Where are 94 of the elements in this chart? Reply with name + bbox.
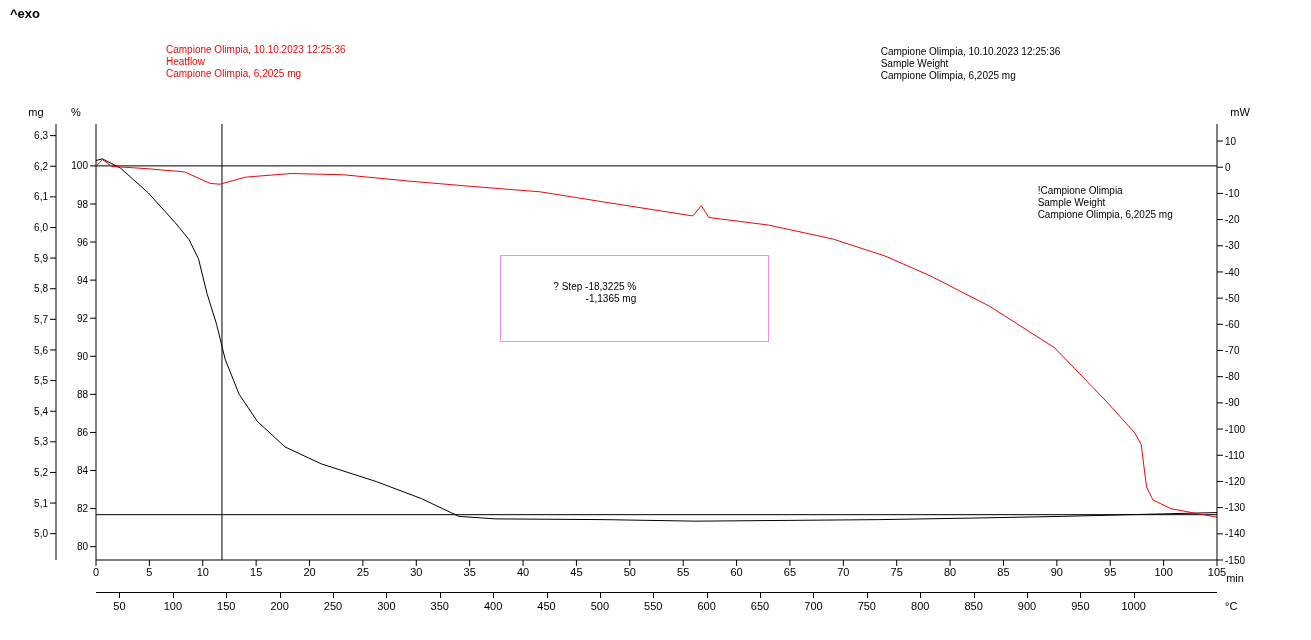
y3-tick-label: 5,3 bbox=[34, 436, 49, 448]
x2-tick-label: 300 bbox=[377, 600, 396, 612]
x-tick-label: 0 bbox=[92, 565, 100, 578]
y3-tick-label: 5,0 bbox=[34, 528, 49, 540]
x-tick-label: 70 bbox=[837, 565, 850, 578]
x-tick-label: 40 bbox=[516, 565, 530, 578]
x2-tick-label: 800 bbox=[911, 600, 930, 612]
x2-tick-label: 50 bbox=[113, 600, 126, 612]
x-tick-label: 75 bbox=[890, 565, 903, 578]
x2-tick-label: 350 bbox=[430, 600, 449, 612]
y3-tick-label: 5,7 bbox=[34, 313, 49, 325]
y3-tick-label: 5,9 bbox=[34, 252, 49, 264]
x2-tick-label: 750 bbox=[857, 600, 876, 612]
y2-tick-label: -150 bbox=[1225, 554, 1246, 566]
x2-tick-label: 500 bbox=[590, 600, 610, 612]
x2-tick-label: 150 bbox=[217, 600, 236, 612]
x2-tick-label: 600 bbox=[697, 600, 716, 612]
annotation: ? Step -18,3225 % -1,1365 mg bbox=[553, 280, 637, 305]
y3-tick-label: 5,5 bbox=[34, 375, 49, 387]
x2-tick-label: 400 bbox=[483, 600, 503, 612]
y2-tick-label: -100 bbox=[1225, 423, 1246, 435]
y-tick-label: 96 bbox=[76, 236, 89, 248]
y2-axis-title: mW bbox=[1230, 106, 1251, 118]
x2-tick-label: 1000 bbox=[1121, 600, 1146, 612]
x2-tick-label: 850 bbox=[964, 600, 983, 612]
y2-tick-label: -60 bbox=[1225, 318, 1240, 330]
y-tick-label: 98 bbox=[76, 198, 89, 210]
x-tick-label: 50 bbox=[623, 565, 636, 578]
x2-tick-label: 550 bbox=[644, 600, 663, 612]
y-tick-label: 92 bbox=[76, 312, 89, 324]
y-tick-label: 86 bbox=[76, 426, 89, 438]
x-tick-label: 45 bbox=[570, 565, 583, 578]
y3-tick-label: 6,3 bbox=[34, 130, 49, 142]
y3-axis-title: mg bbox=[28, 106, 44, 118]
y3-tick-label: 5,8 bbox=[34, 283, 49, 295]
x-tick-label: 95 bbox=[1104, 565, 1117, 578]
x-tick-label: 85 bbox=[997, 565, 1010, 578]
x-tick-label: 80 bbox=[943, 565, 957, 578]
y2-tick-label: -50 bbox=[1225, 292, 1240, 304]
y3-tick-label: 5,4 bbox=[34, 405, 49, 417]
y3-tick-label: 6,0 bbox=[34, 222, 49, 234]
y2-tick-label: -140 bbox=[1225, 528, 1246, 540]
y-tick-label: 84 bbox=[76, 465, 89, 477]
x-tick-label: 105 bbox=[1207, 565, 1227, 578]
y3-tick-label: 6,2 bbox=[34, 160, 49, 172]
y2-tick-label: -130 bbox=[1225, 502, 1246, 514]
text: Campione Olimpia, 10.10.2023 12:25:36 Heatflow Campione Olimpia, 6,2025 mg bbox=[166, 44, 346, 80]
y2-tick-label: -120 bbox=[1225, 475, 1246, 487]
x-tick-label: 60 bbox=[730, 565, 743, 578]
y2-tick-label: -70 bbox=[1225, 345, 1240, 357]
x2-tick-label: 250 bbox=[323, 600, 343, 612]
y3-tick-label: 6,1 bbox=[34, 191, 49, 203]
y2-tick-label: -90 bbox=[1225, 397, 1240, 409]
text: Campione Olimpia, 10.10.2023 12:25:36 Sample Weight Campione Olimpia, 6,2025 mg bbox=[880, 46, 1061, 82]
x2-tick-label: 650 bbox=[750, 600, 770, 612]
y-tick-label: 82 bbox=[76, 503, 89, 515]
x-tick-label: 55 bbox=[677, 565, 690, 578]
y2-tick-label: -80 bbox=[1225, 371, 1240, 383]
text: ^exo bbox=[10, 6, 40, 21]
y2-tick-label: 0 bbox=[1225, 161, 1231, 173]
y2-tick-label: -10 bbox=[1225, 187, 1240, 199]
y-tick-label: 88 bbox=[76, 388, 89, 400]
y-axis-title: % bbox=[71, 106, 82, 118]
y3-tick-label: 5,1 bbox=[34, 497, 49, 509]
x-tick-label: 90 bbox=[1050, 565, 1063, 578]
y-tick-label: 94 bbox=[76, 274, 89, 286]
x-tick-label: 65 bbox=[783, 565, 797, 578]
x-tick-label: 10 bbox=[196, 565, 209, 578]
x2-tick-label: 200 bbox=[270, 600, 289, 612]
x-tick-label: 25 bbox=[356, 565, 370, 578]
x-tick-label: 5 bbox=[146, 565, 153, 578]
y2-tick-label: -30 bbox=[1225, 240, 1240, 252]
x-tick-label: 30 bbox=[410, 565, 423, 578]
y3-tick-label: 5,2 bbox=[34, 466, 49, 478]
annotation: !Campione Olimpia Sample Weight Campione Olimpia, 6,2025 mg bbox=[1037, 185, 1173, 222]
x2-tick-label: 700 bbox=[804, 600, 823, 612]
y3-tick-label: 5,6 bbox=[34, 344, 49, 356]
y2-tick-label: -110 bbox=[1225, 449, 1245, 461]
y-tick-label: 80 bbox=[76, 541, 89, 553]
x-tick-label: 15 bbox=[250, 565, 263, 578]
x2-tick-label: 950 bbox=[1071, 600, 1090, 612]
x2-axis-title: °C bbox=[1225, 600, 1238, 612]
x-tick-label: 20 bbox=[303, 565, 316, 578]
x2-tick-label: 900 bbox=[1017, 600, 1037, 612]
y2-tick-label: 10 bbox=[1225, 135, 1237, 147]
x-tick-label: 100 bbox=[1154, 565, 1173, 578]
x-axis-title: min bbox=[1226, 572, 1244, 584]
y-tick-label: 90 bbox=[76, 350, 89, 362]
x2-tick-label: 100 bbox=[163, 600, 183, 612]
y2-tick-label: -40 bbox=[1225, 266, 1240, 278]
y-tick-label: 100 bbox=[71, 160, 89, 172]
y2-tick-label: -20 bbox=[1225, 214, 1240, 226]
x2-tick-label: 450 bbox=[537, 600, 556, 612]
x-tick-label: 35 bbox=[463, 565, 476, 578]
